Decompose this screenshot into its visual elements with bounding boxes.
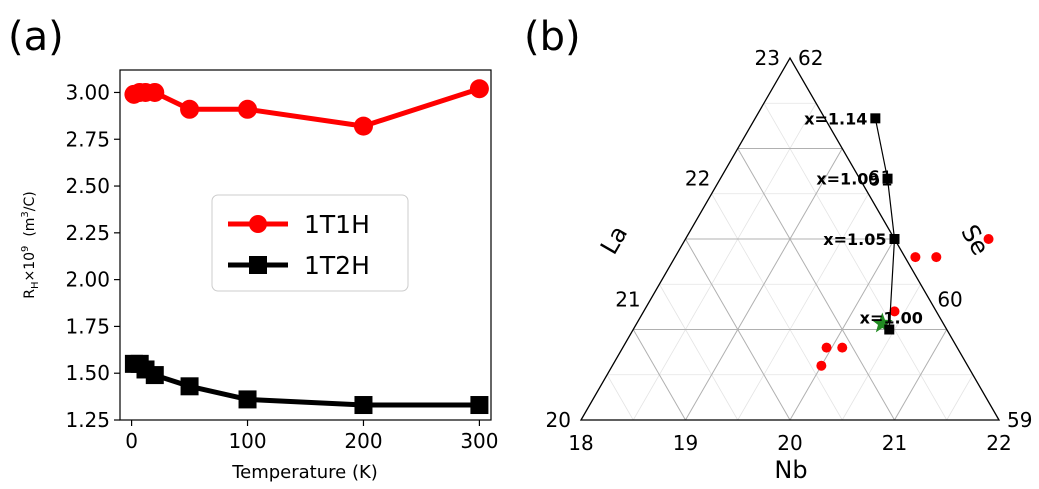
- legend-label-1t1h: 1T1H: [304, 210, 370, 239]
- major-gridline: [685, 238, 791, 421]
- path-marker: [884, 324, 895, 335]
- axis-label-nb: Nb: [774, 456, 807, 484]
- bottom-tick-label: 18: [568, 431, 593, 455]
- star-marker: [871, 312, 893, 333]
- composition-point: [910, 252, 921, 263]
- panel-a: (a) 1.25 1.50 1.75 2.00 2.25 2.50 2.75 3.00 0 10…: [8, 14, 499, 483]
- bottom-tick-label: 22: [986, 431, 1011, 455]
- minor-gridline: [841, 284, 921, 421]
- y-tick-label: 2.25: [65, 221, 110, 245]
- data-point: [145, 366, 164, 385]
- y-tick-label: 1.50: [65, 361, 110, 385]
- major-gridline: [632, 329, 686, 421]
- legend: 1T1H 1T2H: [211, 194, 409, 292]
- bottom-tick-label: 19: [673, 431, 698, 455]
- minor-gridline: [659, 284, 739, 421]
- composition-point: [816, 360, 827, 371]
- series-group: [124, 79, 489, 415]
- data-point: [145, 82, 165, 102]
- bottom-tick-label: 20: [777, 431, 802, 455]
- data-point: [238, 390, 257, 409]
- panel-b-label: (b): [524, 14, 581, 60]
- y-tick-label: 3.00: [65, 80, 110, 104]
- minor-gridline: [632, 103, 817, 421]
- x-tick-label: 100: [228, 429, 266, 453]
- y-axis-ticks: 1.25 1.50 1.75 2.00 2.25 2.50 2.75 3.00: [65, 80, 120, 432]
- panel-a-label: (a): [8, 14, 64, 60]
- x-tick-label: 300: [460, 429, 498, 453]
- data-point: [469, 79, 489, 99]
- path-marker: [870, 113, 881, 124]
- y-axis-label: RH×109 (m3/C): [20, 191, 41, 299]
- data-point: [470, 396, 489, 415]
- composition-path: [874, 118, 896, 330]
- data-point: [354, 396, 373, 415]
- minor-gridline: [606, 374, 634, 421]
- x-tick-label: 0: [125, 429, 138, 453]
- composition-point: [931, 252, 942, 263]
- path-label: x=1.00: [860, 309, 923, 328]
- plot-a-frame: [119, 69, 492, 421]
- right-tick-label: 60: [937, 287, 962, 311]
- data-point: [238, 99, 258, 119]
- path-marker: [889, 234, 900, 244]
- data-point: [180, 99, 200, 119]
- legend-marker-1t2h: [249, 256, 267, 274]
- y-tick-label: 1.25: [65, 408, 110, 432]
- minor-gridline: [737, 193, 869, 421]
- major-gridline: [737, 148, 895, 421]
- major-gridline: [789, 238, 895, 421]
- composition-point: [889, 306, 900, 317]
- legend-label-1t2h: 1T2H: [304, 251, 370, 280]
- left-tick-label: 23: [755, 46, 780, 70]
- composition-point: [821, 342, 832, 353]
- composition-point: [837, 342, 848, 353]
- path-marker: [882, 173, 893, 184]
- ternary-data: x=1.00 x=1.05 x=1.09 x=1.14: [804, 109, 994, 371]
- bottom-tick-label: 21: [882, 431, 907, 455]
- path-label: x=1.05: [823, 230, 886, 249]
- left-tick-label: 22: [685, 167, 710, 191]
- x-tick-label: 200: [344, 429, 382, 453]
- left-tick-label: 20: [546, 408, 571, 432]
- y-tick-label: 2.00: [65, 268, 110, 292]
- x-axis-label: Temperature (K): [231, 462, 378, 483]
- y-tick-label: 2.75: [65, 127, 110, 151]
- y-tick-label: 2.50: [65, 174, 110, 198]
- right-tick-label: 59: [1007, 408, 1032, 432]
- x-axis-ticks: 0 100 200 300: [125, 420, 499, 453]
- path-label: x=1.09: [816, 170, 879, 189]
- composition-point: [983, 234, 994, 244]
- ternary-grid: [606, 102, 974, 421]
- minor-gridline: [763, 103, 948, 421]
- path-label: x=1.14: [804, 109, 867, 128]
- legend-marker-1t1h: [249, 215, 267, 233]
- data-point: [180, 377, 199, 396]
- data-point: [353, 116, 373, 136]
- major-gridline: [685, 148, 843, 421]
- left-tick-label: 21: [615, 287, 640, 311]
- minor-gridline: [946, 374, 974, 421]
- minor-gridline: [711, 193, 843, 421]
- right-tick-label: 62: [798, 46, 823, 70]
- axis-label-la: La: [595, 221, 633, 259]
- y-tick-label: 1.75: [65, 314, 110, 338]
- major-gridline: [894, 329, 948, 421]
